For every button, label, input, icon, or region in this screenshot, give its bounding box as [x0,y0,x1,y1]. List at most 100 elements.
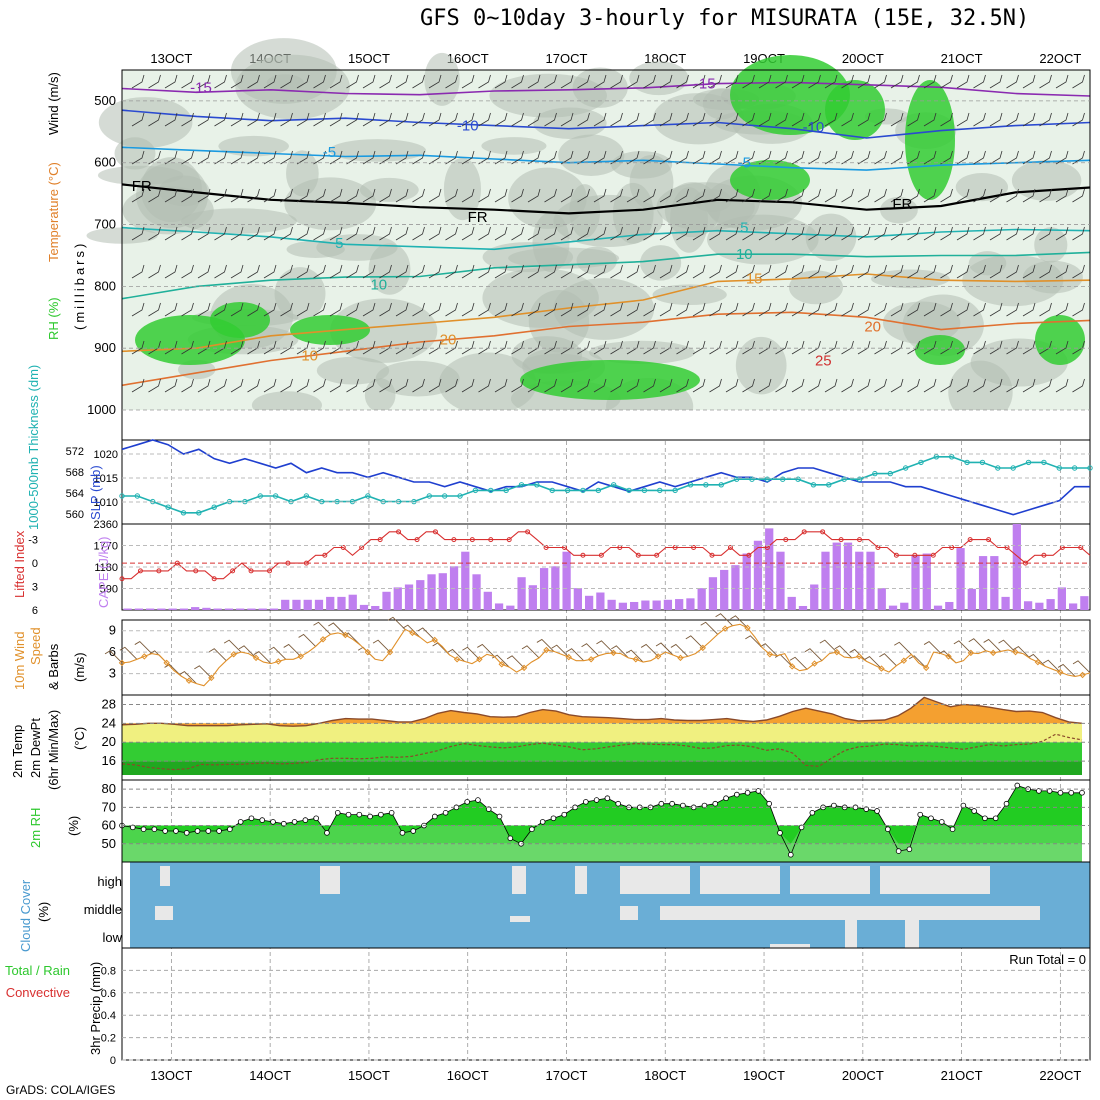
cape-axis-label: CAPE (J/kg) [96,536,111,608]
wind-barb [494,226,508,241]
cape-bar [596,592,605,610]
wind-barb [511,302,524,317]
rh-point [734,791,740,798]
below-surface [122,410,1090,440]
li-point [414,537,420,543]
wind-barb [296,264,310,279]
wind-barb [527,378,541,393]
wind-barb [973,150,986,165]
y-tick-label: 500 [94,93,116,108]
wind-barb [230,112,244,127]
wind-barb [346,226,359,241]
wind-barb [445,226,458,241]
rh-shade-blob [588,340,695,365]
wind-barb [395,264,409,279]
x-tick-label-top: 16OCT [447,51,489,66]
wind-point [1079,671,1086,679]
cloud-gap [160,866,170,886]
cape-bar [292,599,301,610]
precip-conv-label: Convective [6,985,70,1000]
li-point [709,552,715,558]
wind-barb [907,378,920,393]
wind-barb [676,340,689,355]
wind-barb [329,378,343,393]
wind-barb [247,264,260,279]
li-point [580,552,586,558]
wind-barb [445,74,458,89]
wind-barb [824,378,838,393]
wind-barb-10m [223,639,242,653]
cape-bar [990,556,999,610]
wind-barb [775,112,788,127]
wind-barb [973,378,986,393]
wind-barb [1022,264,1036,279]
wind-barb-10m [834,645,853,659]
wind-barb [1072,74,1085,89]
rh-shade-blob [558,134,625,176]
wind-barb [395,112,409,127]
rh-point [378,811,384,818]
wind-barb [907,150,920,165]
cape-bar [438,573,447,610]
wind-barb [989,150,1003,165]
wind-barb [362,150,376,165]
wind-barb [230,226,244,241]
wind-point [118,659,126,667]
rh-shade-blob [533,107,607,139]
rh-green-blob [915,335,965,365]
y-tick-label: 600 [94,155,116,170]
rh-point [831,802,837,809]
rh-shade-blob [871,269,950,289]
li-point [801,529,807,535]
wind-barb [874,226,887,241]
wind-barb [989,264,1003,279]
temp-line [121,696,1083,727]
wind-barb [560,150,574,165]
credit-label: GrADS: COLA/IGES [6,1083,116,1097]
rh-point [129,824,136,831]
wind-barb [131,264,145,279]
wind-point [498,661,505,668]
rh-shade-blob [316,356,390,385]
wind-point [230,651,237,658]
wind-barb-10m [1042,659,1061,673]
wind-barb [841,226,854,241]
wind-barb [758,226,772,241]
rh-point [928,815,934,822]
li-point [875,544,881,550]
wind-barb [725,378,739,393]
li-point [377,537,383,543]
cape-bar [236,608,245,610]
wind-barb [907,112,920,127]
wind-barb-10m [640,643,659,657]
cape-bar [945,601,954,610]
wind-barb [824,340,838,355]
thickness-point [826,482,832,488]
wind-barb [1006,340,1019,355]
wind-barb [659,264,673,279]
wind-barb [626,226,640,241]
rh-point [960,802,967,809]
wind-barb [346,264,359,279]
cloud-gap [620,866,690,894]
wind-barb [824,302,838,317]
li-point [174,560,180,566]
rh-point [809,809,816,816]
temp-tick: 16 [102,753,116,768]
contour-label: -10 [457,118,479,135]
rh-point [1036,788,1042,794]
wind-barb [296,378,310,393]
rh-band-low [122,843,1082,862]
cape-bar [900,602,909,610]
wind-barb [593,112,607,127]
wind-barb [643,112,656,127]
rh-point [388,809,395,816]
wind-barb-10m [1057,663,1076,677]
thickness-point [257,493,263,499]
cape-bar [787,596,796,610]
wind-barb [428,302,442,317]
wind-barb [461,302,475,317]
wind-point [543,646,550,654]
rh-point [755,788,762,794]
wind-barb [940,112,953,127]
